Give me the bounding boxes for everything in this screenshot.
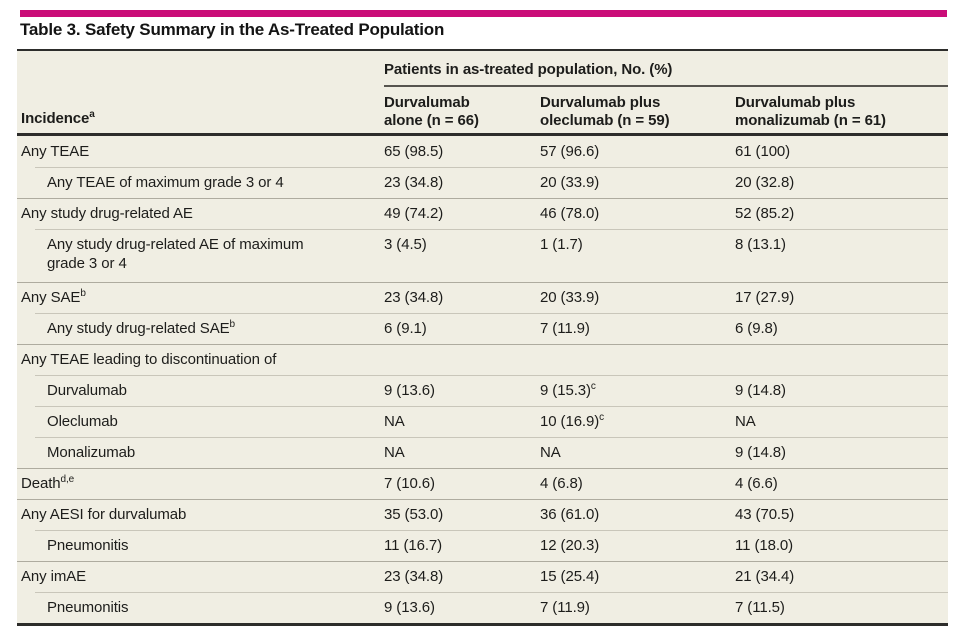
cell-value: 9 (13.6) bbox=[384, 599, 435, 616]
row-label: Durvalumab bbox=[47, 382, 127, 399]
table-row: Deathd,e 7 (10.6) 4 (6.8) 4 (6.6) bbox=[17, 468, 948, 499]
table-row: Monalizumab NA NA 9 (14.8) bbox=[17, 437, 948, 468]
cell-value: 7 (10.6) bbox=[384, 475, 435, 492]
column-header-durvalumab-alone: Durvalumab alone (n = 66) bbox=[384, 94, 479, 129]
table-row: Any TEAE 65 (98.5) 57 (96.6) 61 (100) bbox=[17, 136, 948, 167]
table-row: Any study drug-related SAEb 6 (9.1) 7 (11.… bbox=[17, 313, 948, 344]
cell-value: NA bbox=[735, 413, 756, 430]
row-label: Any TEAE bbox=[21, 143, 90, 160]
cell-value: 6 (9.1) bbox=[384, 320, 427, 337]
cell-value: 20 (33.9) bbox=[540, 174, 600, 191]
incidence-header-label: Incidencea bbox=[21, 109, 95, 128]
safety-summary-table: Incidencea Patients in as-treated popula… bbox=[17, 51, 948, 626]
group-header-rule bbox=[384, 85, 948, 87]
cell-value: 6 (9.8) bbox=[735, 320, 778, 337]
table-title: Table 3. Safety Summary in the As-Treate… bbox=[20, 20, 445, 39]
cell-value: 20 (32.8) bbox=[735, 174, 795, 191]
cell-value: 17 (27.9) bbox=[735, 289, 795, 306]
table-row: Oleclumab NA 10 (16.9)c NA bbox=[17, 406, 948, 437]
cell-value: 35 (53.0) bbox=[384, 506, 444, 523]
row-label: Any TEAE leading to discontinuation of bbox=[21, 351, 277, 368]
cell-value: 9 (13.6) bbox=[384, 382, 435, 399]
cell-value: 9 (14.8) bbox=[735, 382, 786, 399]
cell-value: 4 (6.6) bbox=[735, 475, 778, 492]
cell-value: 7 (11.9) bbox=[540, 599, 590, 616]
cell-value: 7 (11.5) bbox=[735, 599, 785, 616]
cell-value: 23 (34.8) bbox=[384, 289, 444, 306]
group-header: Patients in as-treated population, No. (… bbox=[384, 61, 673, 78]
table-row: Any TEAE leading to discontinuation of bbox=[17, 344, 948, 375]
cell-value: 21 (34.4) bbox=[735, 568, 795, 585]
row-label: Any study drug-related AE of maximum gra… bbox=[47, 236, 304, 272]
row-label: Monalizumab bbox=[47, 444, 136, 461]
cell-value: 10 (16.9)c bbox=[540, 412, 605, 431]
table-row: Any imAE 23 (34.8) 15 (25.4) 21 (34.4) bbox=[17, 561, 948, 592]
row-label: Any TEAE of maximum grade 3 or 4 bbox=[47, 174, 284, 191]
table-row: Any study drug-related AE of maximum gra… bbox=[17, 229, 948, 282]
cell-value: 36 (61.0) bbox=[540, 506, 600, 523]
row-label: Any SAEb bbox=[21, 288, 86, 307]
footnote-marker: b bbox=[80, 288, 86, 299]
cell-value: NA bbox=[540, 444, 561, 461]
cell-value: 61 (100) bbox=[735, 143, 791, 160]
footnote-marker: c bbox=[599, 412, 605, 423]
cell-value: 9 (14.8) bbox=[735, 444, 786, 461]
incidence-header-text: Incidence bbox=[21, 110, 90, 127]
cell-value: NA bbox=[384, 444, 405, 461]
cell-value: 15 (25.4) bbox=[540, 568, 600, 585]
cell-value: 65 (98.5) bbox=[384, 143, 444, 160]
table-row: Durvalumab 9 (13.6) 9 (15.3)c 9 (14.8) bbox=[17, 375, 948, 406]
incidence-header-cell: Incidencea bbox=[17, 51, 384, 133]
cell-value: 8 (13.1) bbox=[735, 236, 786, 253]
cell-value: 3 (4.5) bbox=[384, 236, 427, 253]
row-label: Oleclumab bbox=[47, 413, 118, 430]
cell-value: 49 (74.2) bbox=[384, 205, 444, 222]
row-label: Any study drug-related SAEb bbox=[47, 319, 236, 338]
cell-value: 43 (70.5) bbox=[735, 506, 795, 523]
row-label: Pneumonitis bbox=[47, 537, 129, 554]
cell-value bbox=[384, 344, 540, 375]
cell-value: 57 (96.6) bbox=[540, 143, 600, 160]
incidence-footnote-marker: a bbox=[89, 109, 95, 120]
accent-bar bbox=[20, 10, 947, 17]
table-row: Any AESI for durvalumab 35 (53.0) 36 (61.0… bbox=[17, 499, 948, 530]
row-label: Pneumonitis bbox=[47, 599, 129, 616]
cell-value: 4 (6.8) bbox=[540, 475, 583, 492]
table-row: Any SAEb 23 (34.8) 20 (33.9) 17 (27.9) bbox=[17, 282, 948, 313]
table-row: Pneumonitis 9 (13.6) 7 (11.9) 7 (11.5) bbox=[17, 592, 948, 623]
cell-value bbox=[540, 344, 735, 375]
table-body: Any TEAE 65 (98.5) 57 (96.6) 61 (100) Any TE… bbox=[17, 136, 948, 623]
row-label: Any AESI for durvalumab bbox=[21, 506, 187, 523]
cell-value: 11 (18.0) bbox=[735, 537, 794, 554]
cell-value: NA bbox=[384, 413, 405, 430]
footnote-marker: b bbox=[229, 319, 236, 330]
cell-value: 11 (16.7) bbox=[384, 537, 443, 554]
footnote-marker: c bbox=[590, 381, 596, 392]
row-label: Any study drug-related AE bbox=[21, 205, 193, 222]
cell-value: 1 (1.7) bbox=[540, 236, 583, 253]
cell-value: 9 (15.3)c bbox=[540, 381, 596, 400]
data-columns-header: Patients in as-treated population, No. (… bbox=[384, 51, 948, 133]
table-row: Pneumonitis 11 (16.7) 12 (20.3) 11 (18.0) bbox=[17, 530, 948, 561]
title-rule bbox=[17, 49, 948, 51]
table-row: Any TEAE of maximum grade 3 or 4 23 (34.8… bbox=[17, 167, 948, 198]
cell-value: 20 (33.9) bbox=[540, 289, 600, 306]
cell-value: 52 (85.2) bbox=[735, 205, 795, 222]
cell-value: 7 (11.9) bbox=[540, 320, 590, 337]
column-headers: Durvalumab alone (n = 66) Durvalumab plu… bbox=[384, 94, 948, 130]
row-label: Any imAE bbox=[21, 568, 87, 585]
cell-value: 46 (78.0) bbox=[540, 205, 600, 222]
table-header: Incidencea Patients in as-treated popula… bbox=[17, 51, 948, 136]
cell-value: 12 (20.3) bbox=[540, 537, 600, 554]
cell-value: 23 (34.8) bbox=[384, 174, 444, 191]
cell-value: 23 (34.8) bbox=[384, 568, 444, 585]
row-label: Deathd,e bbox=[21, 474, 75, 493]
column-header-durvalumab-oleclumab: Durvalumab plus oleclumab (n = 59) bbox=[540, 94, 670, 129]
cell-value bbox=[735, 344, 948, 375]
footnote-marker: d,e bbox=[60, 474, 75, 485]
table-row: Any study drug-related AE 49 (74.2) 46 (78… bbox=[17, 198, 948, 229]
column-header-durvalumab-monalizumab: Durvalumab plus monalizumab (n = 61) bbox=[735, 94, 886, 129]
